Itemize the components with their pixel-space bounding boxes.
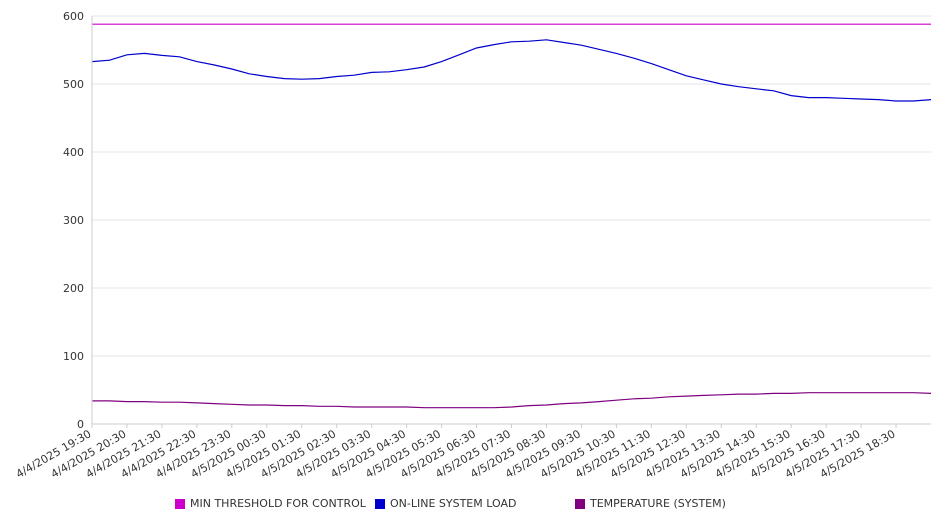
legend-label-online-system-load: ON-LINE SYSTEM LOAD	[390, 497, 517, 510]
y-tick-labels: 0 100 200 300 400 500 600	[63, 10, 84, 431]
legend-label-min-threshold: MIN THRESHOLD FOR CONTROL	[190, 497, 366, 510]
grid-lines	[92, 15, 931, 357]
y-tick-label-0: 0	[77, 418, 84, 431]
legend-label-temperature: TEMPERATURE (SYSTEM)	[590, 497, 726, 510]
axes	[91, 16, 931, 428]
chart-legend: MIN THRESHOLD FOR CONTROL ON-LINE SYSTEM…	[0, 497, 946, 515]
legend-swatch-min-threshold	[175, 498, 185, 509]
series-line-on-line-system-load	[91, 39, 932, 102]
x-tick-labels: 4/4/2025 19:304/4/2025 20:304/4/2025 21:…	[14, 427, 898, 481]
series-line-temperature-system	[92, 392, 932, 409]
y-tick-label-300: 300	[63, 214, 84, 227]
series-lines	[91, 23, 932, 409]
y-tick-label-500: 500	[63, 78, 84, 91]
y-tick-label-100: 100	[63, 350, 84, 363]
legend-item-temperature[interactable]: TEMPERATURE (SYSTEM)	[575, 497, 726, 510]
y-tick-label-600: 600	[63, 10, 84, 23]
legend-swatch-online-system-load	[375, 498, 385, 509]
legend-item-min-threshold[interactable]: MIN THRESHOLD FOR CONTROL	[175, 497, 366, 510]
y-tick-label-200: 200	[63, 282, 84, 295]
legend-swatch-temperature	[575, 498, 585, 509]
line-chart: 0 100 200 300 400 500 600 4/4/2025 19:304/4/20…	[14, 10, 932, 481]
y-tick-label-400: 400	[63, 146, 84, 159]
legend-item-online-system-load[interactable]: ON-LINE SYSTEM LOAD	[375, 497, 516, 510]
